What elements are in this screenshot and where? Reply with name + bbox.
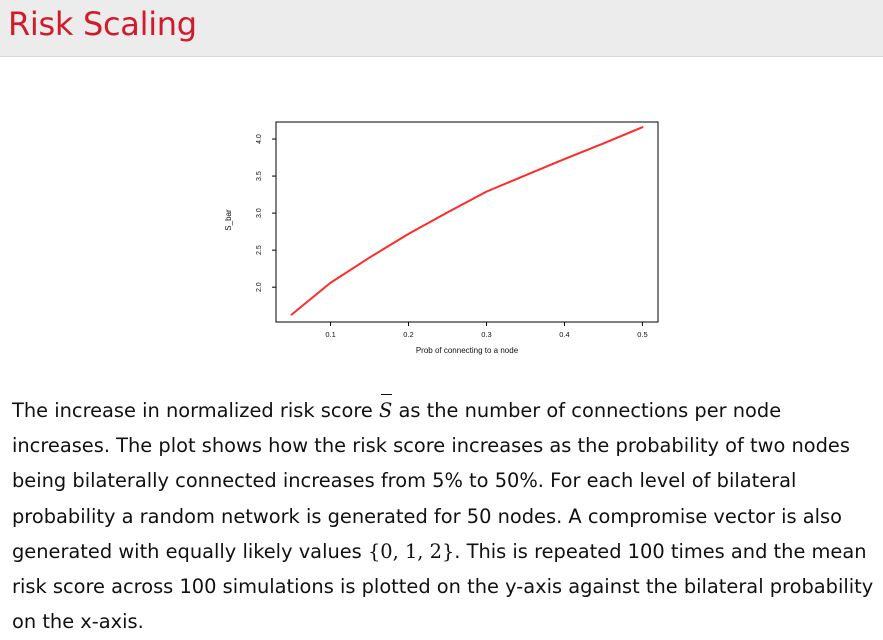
- value-set: {0, 1, 2}: [367, 539, 455, 563]
- x-tick-label: 0.5: [637, 330, 647, 339]
- y-axis-label: S_bar: [224, 209, 233, 231]
- series-line: [290, 126, 644, 316]
- plot-frame: [275, 121, 659, 323]
- y-tick-label: 2.5: [256, 245, 263, 255]
- caption-text-1: The increase in normalized risk score: [12, 399, 379, 422]
- x-tick-label: 0.3: [481, 330, 491, 339]
- line-chart: 0.1 0.2 0.3 0.4 0.5 2.0 2.5 3.0 3.5 4.0 Prob of co…: [224, 121, 659, 355]
- x-axis-label: Prob of connecting to a node: [416, 346, 519, 355]
- s-bar-symbol: S: [379, 393, 393, 428]
- caption-text-3: . This is repeated 100 times and the mea…: [12, 539, 874, 634]
- title-bar: Risk Scaling: [0, 0, 883, 57]
- x-tick-label: 0.1: [325, 330, 335, 339]
- caption: The increase in normalized risk score S …: [12, 393, 880, 639]
- x-tick-label: 0.4: [559, 330, 569, 339]
- y-tick-label: 2.0: [256, 282, 263, 292]
- slide-title: Risk Scaling: [8, 5, 197, 43]
- y-tick-label: 3.5: [256, 171, 263, 181]
- y-tick-label: 3.0: [256, 208, 263, 218]
- caption-text-2: as the number of connections per node in…: [12, 399, 850, 563]
- y-tick-label: 4.0: [256, 134, 263, 144]
- x-tick-label: 0.2: [403, 330, 413, 339]
